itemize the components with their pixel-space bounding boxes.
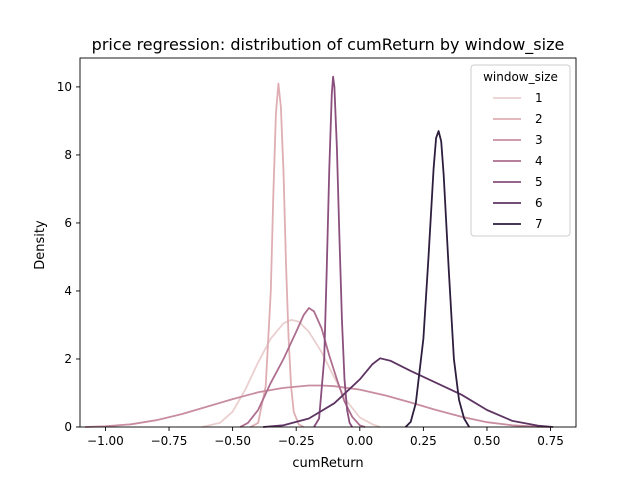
x-axis-label: cumReturn <box>292 456 363 471</box>
x-tick-label: −0.50 <box>214 434 251 448</box>
legend-entry-2: 2 <box>535 112 543 126</box>
legend: window_size 1 2 3 4 5 6 7 <box>470 64 571 237</box>
y-tick-label: 10 <box>57 80 72 94</box>
series-line-2 <box>249 82 305 428</box>
y-tick-label: 4 <box>64 284 72 298</box>
chart-title: price regression: distribution of cumRet… <box>92 35 565 55</box>
x-tick-label: 0.00 <box>346 434 373 448</box>
series-line-4 <box>239 307 366 428</box>
x-tick-label: 0.25 <box>410 434 437 448</box>
legend-entry-4: 4 <box>535 154 543 168</box>
y-tick-label: 0 <box>64 420 72 434</box>
x-tick-label: −1.00 <box>87 434 124 448</box>
y-tick-label: 8 <box>64 148 72 162</box>
series-line-1 <box>201 319 381 428</box>
legend-title: window_size <box>483 70 558 84</box>
legend-box <box>470 64 571 237</box>
series-line-5 <box>313 75 353 428</box>
legend-entry-5: 5 <box>535 175 543 189</box>
axes: −1.00 −0.75 −0.50 −0.25 0.00 0.25 0.50 0.75 0 2 4 6… <box>57 57 577 448</box>
series-line-6 <box>263 357 554 428</box>
x-tick-label: −0.75 <box>151 434 188 448</box>
x-tick-label: 0.75 <box>537 434 564 448</box>
y-tick-label: 2 <box>64 352 72 366</box>
legend-entry-1: 1 <box>535 91 543 105</box>
legend-entry-7: 7 <box>535 217 543 231</box>
plot-frame <box>79 57 577 428</box>
y-axis-label: Density <box>33 220 48 270</box>
plot-area <box>85 75 554 428</box>
x-tick-label: −0.25 <box>278 434 315 448</box>
y-tick-label: 6 <box>64 216 72 230</box>
x-tick-label: 0.50 <box>474 434 501 448</box>
series-line-7 <box>404 130 470 428</box>
legend-entry-6: 6 <box>535 196 543 210</box>
legend-entry-3: 3 <box>535 133 543 147</box>
